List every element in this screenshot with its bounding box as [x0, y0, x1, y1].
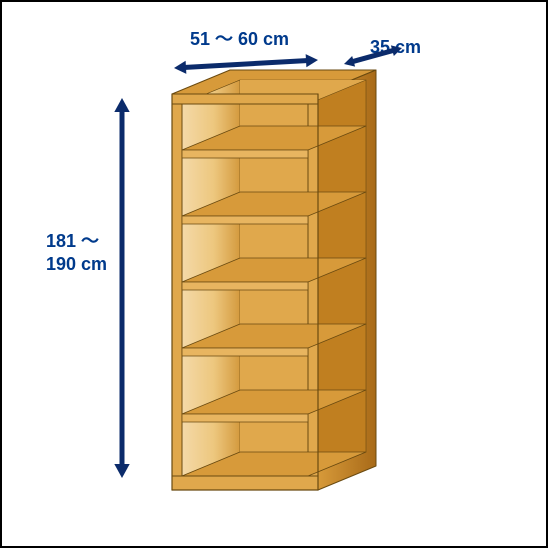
diagram-frame: 51 ～ 60 cm 35 cm 181 ～ 190 cm — [0, 0, 548, 548]
bookshelf-icon — [172, 70, 376, 490]
shelf-scene — [2, 2, 550, 550]
